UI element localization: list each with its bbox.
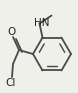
Text: Cl: Cl: [6, 78, 16, 88]
Text: O: O: [7, 27, 15, 37]
Text: HN: HN: [34, 18, 50, 28]
